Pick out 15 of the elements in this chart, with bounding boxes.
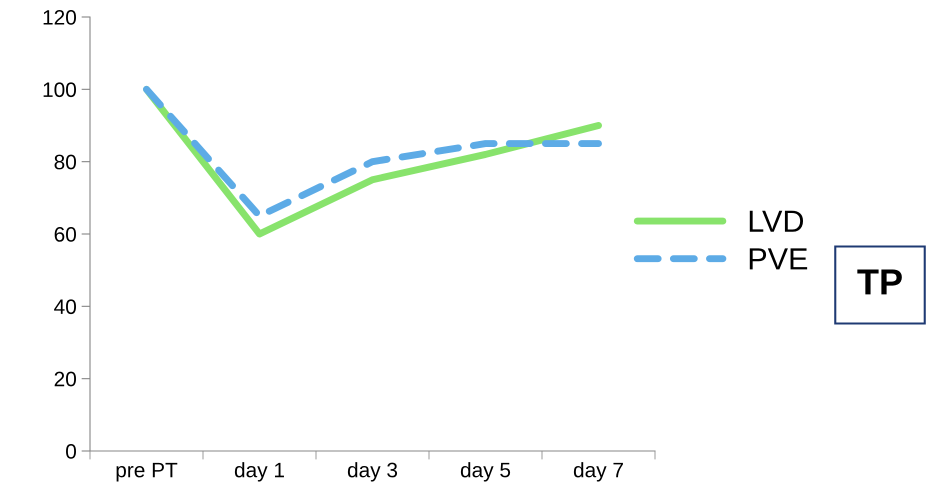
x-tick-label: day 7 (574, 462, 623, 482)
x-tick-label: day 3 (348, 462, 398, 482)
y-tick-label: 20 (54, 372, 76, 386)
x-tick-label: pre PT (116, 462, 178, 482)
y-tick-label: 0 (66, 444, 76, 459)
y-tick-label: 40 (54, 299, 76, 314)
legend-label: LVD (750, 210, 804, 232)
x-tick-label: day 5 (460, 462, 510, 482)
y-tick-label: 80 (54, 154, 76, 170)
x-tick-label: day 1 (234, 462, 284, 482)
y-tick-label: 100 (44, 82, 76, 98)
y-tick-label: 60 (54, 227, 76, 242)
legend-label: PVE (750, 248, 808, 270)
text: TP (857, 269, 902, 294)
y-tick-label: 120 (44, 10, 76, 25)
